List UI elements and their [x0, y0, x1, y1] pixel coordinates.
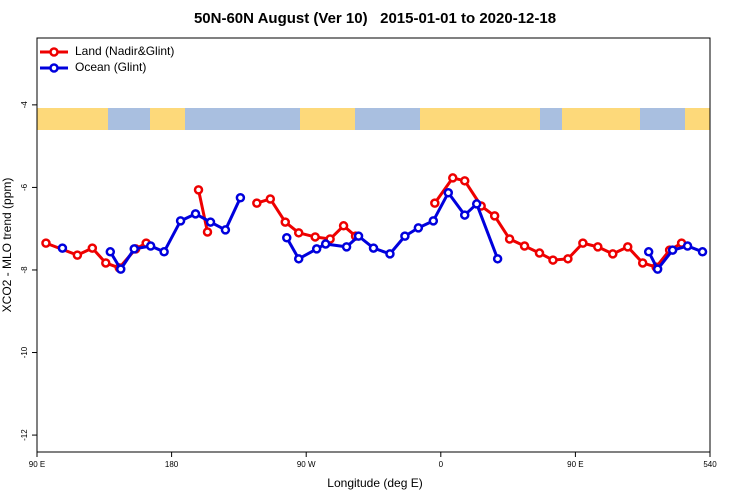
point [519, 241, 530, 251]
point [400, 231, 410, 241]
point [459, 176, 470, 186]
point [252, 198, 262, 208]
point [293, 254, 304, 264]
point [548, 255, 558, 265]
point [608, 249, 618, 259]
point [105, 247, 116, 257]
point [310, 232, 320, 242]
point [57, 243, 68, 253]
point [338, 221, 349, 231]
point [413, 223, 424, 233]
y-tick-label: -8 [20, 266, 29, 274]
x-axis-label: Longitude (deg E) [327, 476, 422, 490]
point [282, 233, 292, 243]
y-tick-label: -10 [20, 346, 29, 358]
point [682, 241, 693, 251]
point [643, 247, 654, 257]
legend-marker [49, 63, 59, 73]
plot-frame [36, 37, 711, 453]
point [489, 211, 500, 221]
point [190, 209, 201, 219]
point [175, 216, 186, 226]
point [368, 243, 379, 253]
legend-entry: Ocean (Glint) [40, 60, 146, 74]
point [471, 199, 482, 209]
legend-label: Land (Nadir&Glint) [75, 44, 174, 58]
y-tick-label: -6 [20, 183, 29, 191]
point [320, 239, 331, 249]
legend-marker [49, 47, 59, 57]
point [459, 210, 470, 220]
point [353, 231, 364, 241]
point [145, 241, 156, 251]
point [443, 188, 454, 198]
point [637, 258, 648, 268]
point [193, 185, 204, 195]
point [87, 243, 98, 253]
point [72, 250, 83, 260]
chart-title: 50N-60N August (Ver 10) 2015-01-01 to 20… [194, 10, 556, 27]
x-tick-label: 90 E [567, 460, 583, 469]
point [293, 228, 304, 238]
legend-label: Ocean (Glint) [75, 60, 146, 74]
point [159, 247, 169, 257]
point [341, 242, 352, 252]
point [504, 234, 515, 244]
point [697, 247, 708, 257]
point [492, 254, 503, 264]
point [202, 227, 213, 237]
point [220, 225, 231, 235]
point [593, 242, 603, 252]
point [205, 217, 216, 227]
point [41, 238, 51, 248]
point [578, 238, 588, 248]
point [129, 244, 139, 254]
x-tick-label: 90 W [297, 460, 316, 469]
point [563, 254, 573, 264]
x-tick-label: 0 [439, 460, 444, 469]
point [235, 192, 246, 203]
point [280, 217, 291, 227]
point [116, 264, 126, 274]
x-tick-label: 180 [165, 460, 179, 469]
point [667, 245, 678, 255]
point [534, 248, 545, 258]
point [311, 244, 322, 254]
x-tick-label: 90 E [29, 460, 45, 469]
point [265, 194, 276, 204]
y-tick-label: -4 [20, 101, 29, 109]
legend-entry: Land (Nadir&Glint) [40, 44, 174, 58]
point [430, 198, 440, 208]
point [385, 249, 395, 259]
map-strip [37, 108, 710, 130]
point [622, 242, 633, 252]
point [448, 173, 458, 183]
series-line [45, 176, 683, 270]
point [428, 216, 439, 226]
point [652, 264, 663, 274]
y-tick-label: -12 [20, 429, 29, 441]
y-axis-label: XCO2 - MLO trend (ppm) [0, 178, 14, 313]
x-tick-label: 540 [703, 460, 717, 469]
point [101, 258, 111, 268]
